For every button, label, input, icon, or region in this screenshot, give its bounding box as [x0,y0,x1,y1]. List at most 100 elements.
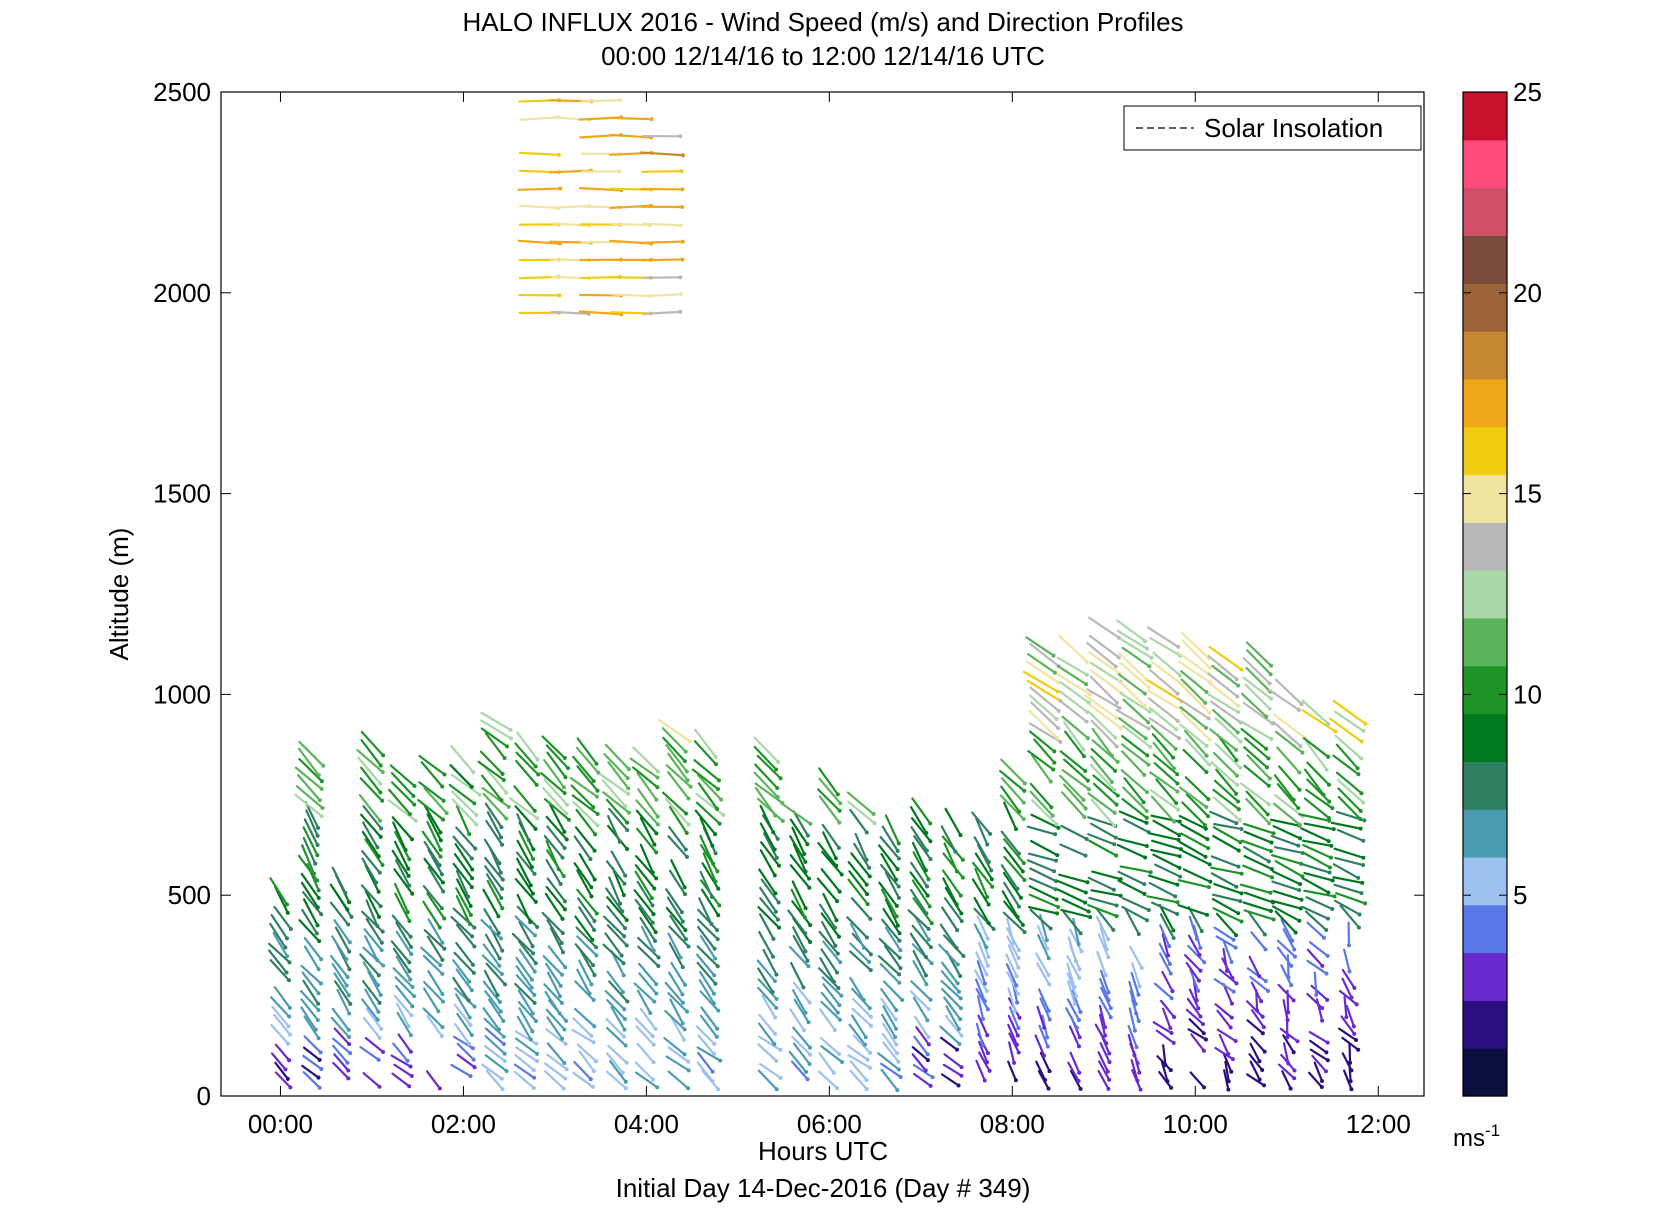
wind-barb [1188,1018,1205,1035]
wind-barb [392,821,407,852]
wind-barb [364,838,384,867]
wind-barb-head [1196,1006,1201,1011]
wind-barb [300,881,319,909]
wind-barb [975,1059,986,1082]
wind-barb [479,750,504,776]
wind-barb-head [718,1058,723,1063]
wind-barb [303,945,320,971]
wind-barb-head [655,775,660,780]
wind-barb-head [624,918,629,923]
wind-barb [636,772,658,801]
wind-barb [636,989,652,1015]
wind-barb-head [1135,1078,1140,1083]
wind-barb-head [315,833,320,838]
wind-barb-head [1087,787,1092,792]
wind-barb [1250,981,1263,1003]
wind-barb-head [314,931,319,936]
wind-barb [301,844,316,875]
wind-barb [1007,987,1017,1013]
wind-barb-head [1144,844,1149,849]
wind-barb [448,783,476,805]
wind-barb-head [471,770,476,775]
wind-barb-head [1020,869,1025,874]
wind-barb-head [439,872,444,877]
wind-barb [999,794,1025,821]
wind-barb [1034,1034,1046,1057]
wind-barb [694,728,717,759]
wind-barb [574,826,596,852]
wind-barb-head [287,1005,292,1010]
wind-barb-head [286,1024,291,1029]
wind-barb [1270,854,1303,865]
wind-barb-head [861,945,866,950]
wind-barb [516,839,534,869]
wind-barb [1039,997,1051,1021]
wind-barb [1120,638,1153,659]
wind-barb-head [1084,659,1089,664]
wind-barb-head [1329,843,1334,848]
wind-barb-head [713,762,718,767]
wind-barb [390,1054,412,1068]
wind-barb-head [1168,971,1173,976]
wind-barb [1008,1006,1020,1030]
wind-barb [1182,868,1212,883]
wind-barb-head [984,989,989,994]
wind-barb [753,736,780,764]
wind-barb-head [649,896,654,901]
wind-barb-head [956,989,961,994]
wind-barb-head [375,923,380,928]
wind-barb [978,1051,991,1073]
wind-barb-head [1321,792,1326,797]
wind-barb-head [833,856,838,861]
wind-barb-head [1352,985,1357,990]
wind-barb [602,791,631,814]
wind-barb [1272,720,1302,748]
wind-barb [818,967,840,990]
wind-barb [1341,977,1353,999]
wind-barb [911,924,933,949]
wind-barb-head [1106,998,1111,1003]
wind-barb-head [526,838,531,843]
wind-barb [543,778,569,806]
wind-barb-head [315,842,320,847]
wind-barb-head [528,883,533,888]
wind-barb [392,1042,409,1062]
wind-barb-head [1235,694,1240,699]
wind-barb-head [1321,935,1326,940]
wind-barb [1028,709,1059,739]
wind-barb [300,872,320,900]
wind-barb [790,1060,809,1081]
wind-barb-head [1299,897,1304,902]
wind-barb-head [681,1037,686,1042]
wind-barb-head [831,979,836,984]
wind-barb-head [536,772,541,777]
wind-barb-head [1114,744,1119,749]
wind-barb [819,903,837,929]
wind-barb-head [712,973,717,978]
wind-barb [575,746,600,774]
wind-barb [518,948,536,973]
wind-barb-head [500,886,505,891]
wind-barb-head [1201,1022,1206,1027]
wind-barb-head [1297,787,1302,792]
wind-barb [1343,995,1348,1019]
wind-barb-head [1198,945,1203,950]
wind-barb [508,797,539,820]
wind-barb-head [1205,912,1210,917]
wind-barb [1029,694,1058,721]
wind-barb [1158,942,1172,966]
wind-barb-head [772,979,777,984]
wind-barb [1276,946,1293,967]
wind-barb-head [990,884,995,889]
wind-barb-head [1142,772,1147,777]
wind-barb [576,1043,598,1063]
wind-barb-head [1323,1069,1328,1074]
wind-barb [1179,723,1208,747]
wind-barb [940,979,962,1000]
wind-barb [394,976,416,998]
colorbar-tick-label: 5 [1513,880,1527,910]
wind-barb-head [1320,1018,1325,1023]
wind-barb-head [626,767,631,772]
wind-barb [1007,1023,1019,1046]
wind-barb [360,813,382,838]
